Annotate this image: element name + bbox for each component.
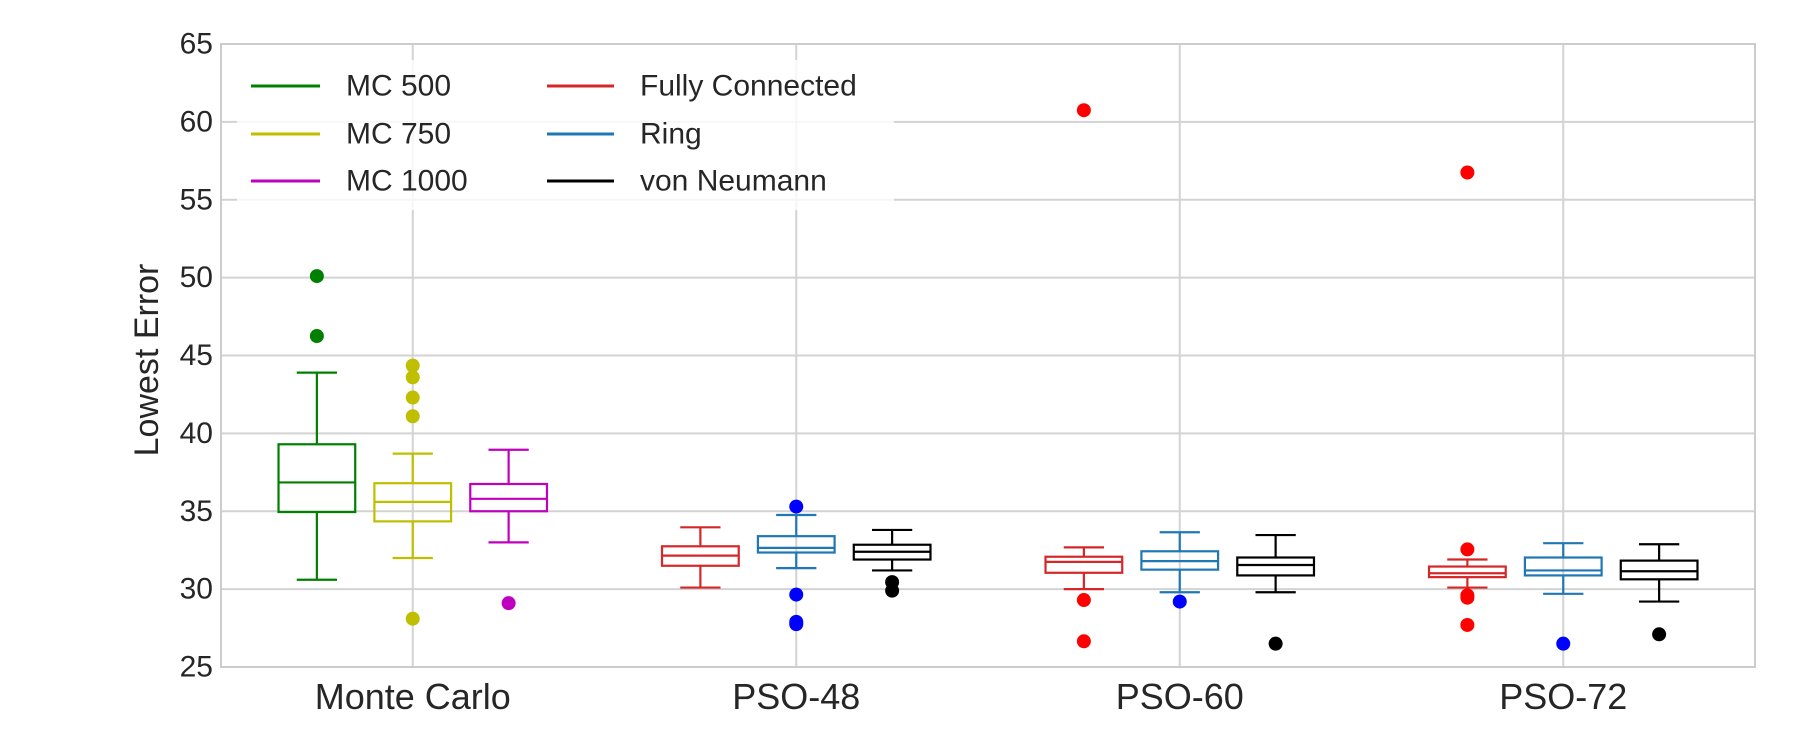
legend-item: Ring (547, 118, 702, 151)
x-tick-label: PSO-60 (1116, 676, 1244, 717)
iqr-box (1523, 556, 1603, 577)
outlier-point (309, 329, 324, 344)
y-tick-label: 25 (180, 651, 213, 684)
outlier-point (1460, 542, 1475, 557)
outlier-point (1556, 636, 1571, 651)
y-tick-label: 30 (180, 573, 213, 606)
iqr-box (756, 535, 836, 554)
outlier-point (309, 269, 324, 284)
x-tick-label: Monte Carlo (315, 676, 511, 717)
y-tick-label: 65 (180, 28, 213, 61)
outlier-point (1460, 165, 1475, 180)
outlier-point (1172, 594, 1187, 609)
y-tick-label: 60 (180, 105, 213, 138)
outlier-point (885, 583, 900, 598)
x-tick-label: PSO-48 (732, 676, 860, 717)
box-von-neumann (852, 528, 932, 598)
iqr-box (277, 443, 357, 514)
outlier-point (1268, 636, 1283, 651)
box-von-neumann (1619, 543, 1699, 642)
outlier-point (1460, 617, 1475, 632)
outlier-point (405, 358, 420, 373)
box-ring (1140, 531, 1220, 609)
y-axis-label: Lowest Error (128, 264, 166, 457)
iqr-box (1427, 565, 1507, 579)
outlier-point (405, 390, 420, 405)
outlier-point (789, 587, 804, 602)
box-groups (277, 103, 1699, 651)
iqr-box (1236, 556, 1316, 577)
outlier-point (501, 596, 516, 611)
legend-item: MC 750 (251, 118, 451, 151)
x-tick-labels: Monte Carlo PSO-48 PSO-60 PSO-72 (315, 676, 1628, 717)
legend-label: Ring (640, 118, 702, 151)
y-tick-label: 50 (180, 261, 213, 294)
box-von-neumann (1236, 533, 1316, 651)
outlier-point (1076, 634, 1091, 649)
outlier-point (789, 617, 804, 632)
y-tick-labels: 25 30 35 40 45 50 55 60 65 (180, 28, 213, 684)
legend-label: MC 1000 (346, 165, 468, 198)
legend-item: Fully Connected (547, 70, 857, 103)
box-fully-connected (660, 526, 740, 589)
outlier-point (1076, 593, 1091, 608)
legend-item: von Neumann (547, 165, 827, 198)
legend-item: MC 1000 (251, 165, 468, 198)
box-fully-connected (1044, 103, 1124, 649)
legend-item: MC 500 (251, 70, 451, 103)
box-mc-1000 (469, 448, 549, 611)
legend-label: von Neumann (640, 165, 827, 198)
box-fully-connected (1427, 165, 1507, 632)
outlier-point (1652, 627, 1667, 642)
outlier-point (1076, 103, 1091, 118)
iqr-box (1619, 559, 1699, 581)
outlier-point (405, 370, 420, 385)
x-tick-label: PSO-72 (1499, 676, 1627, 717)
legend-label: MC 750 (346, 118, 451, 151)
y-tick-label: 55 (180, 183, 213, 216)
plot-frame (220, 43, 1756, 668)
outlier-point (789, 499, 804, 514)
legend-label: MC 500 (346, 70, 451, 103)
y-tick-label: 45 (180, 339, 213, 372)
box-ring (756, 499, 836, 632)
y-tick-label: 35 (180, 495, 213, 528)
box-ring (1523, 542, 1603, 651)
outlier-point (405, 611, 420, 626)
outlier-point (1460, 590, 1475, 605)
box-mc-500 (277, 269, 357, 581)
legend-label: Fully Connected (640, 70, 857, 103)
outlier-point (405, 409, 420, 424)
box-mc-750 (373, 358, 453, 626)
iqr-box (1044, 555, 1124, 574)
iqr-box (469, 482, 549, 513)
legend: MC 500 MC 750 MC 1000 Fully Connected Ring vo… (237, 60, 894, 210)
y-tick-label: 40 (180, 417, 213, 450)
